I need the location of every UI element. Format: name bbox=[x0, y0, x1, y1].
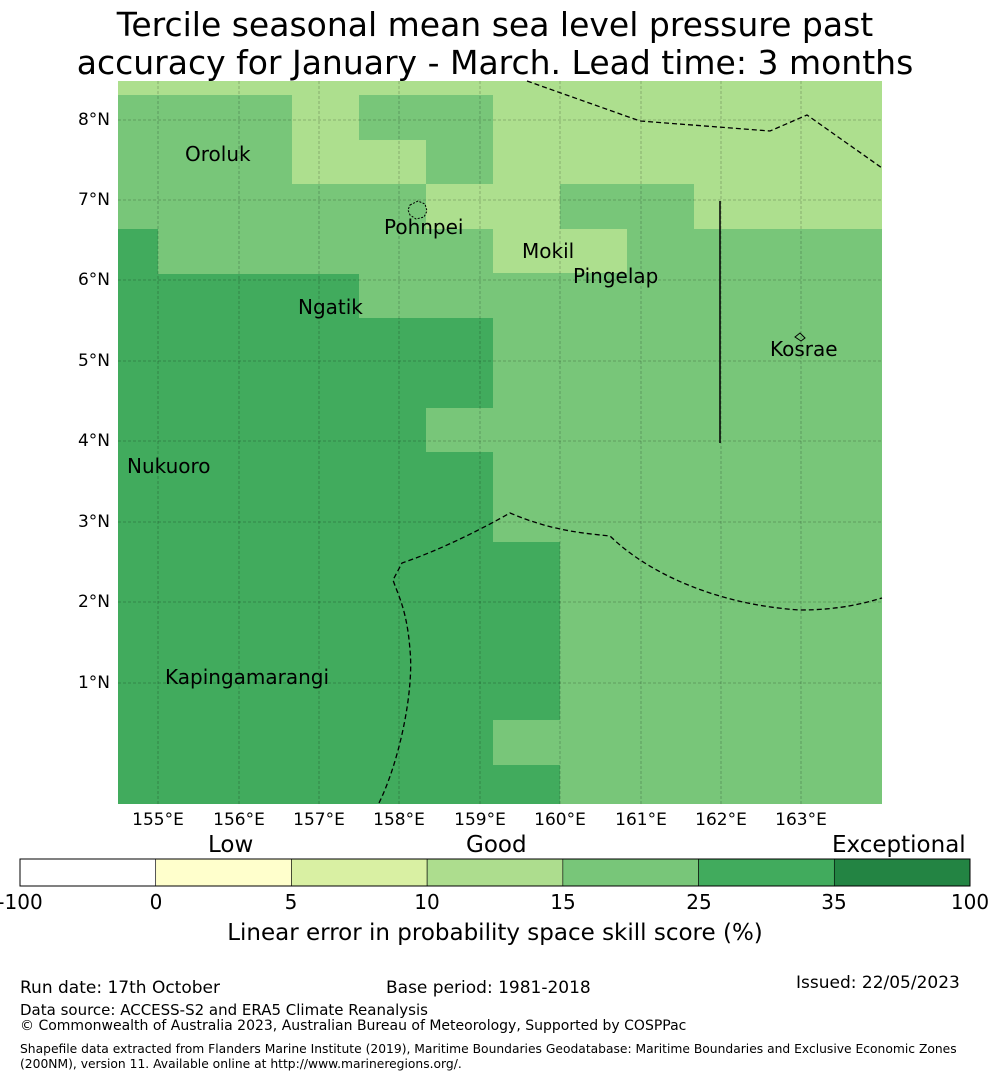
lat-label-7n: 7°N bbox=[77, 190, 110, 210]
lon-label-160e: 160°E bbox=[534, 810, 586, 830]
colorbar-tick: 0 bbox=[149, 890, 163, 914]
colorbar-tick: 10 bbox=[414, 890, 440, 914]
lon-label-157e: 157°E bbox=[293, 810, 345, 830]
lat-label-3n: 3°N bbox=[77, 512, 110, 532]
lon-label-155e: 155°E bbox=[132, 810, 184, 830]
lon-label-161e: 161°E bbox=[615, 810, 667, 830]
data-source: Data source: ACCESS-S2 and ERA5 Climate … bbox=[20, 1001, 428, 1019]
lon-label-156e: 156°E bbox=[213, 810, 265, 830]
colorbar-segment bbox=[291, 858, 428, 887]
colorbar-tick: 100 bbox=[950, 890, 990, 914]
place-label-oroluk: Oroluk bbox=[185, 142, 251, 166]
skill-region bbox=[426, 95, 882, 273]
place-label-mokil: Mokil bbox=[522, 239, 575, 263]
skill-region bbox=[118, 229, 560, 804]
title-line-2: accuracy for January - March. Lead time:… bbox=[76, 43, 914, 82]
shapefile-credit-line-1: Shapefile data extracted from Flanders M… bbox=[20, 1042, 957, 1056]
skill-cells bbox=[118, 81, 882, 804]
lat-label-2n: 2°N bbox=[77, 592, 110, 612]
kosrae-island bbox=[794, 332, 806, 342]
base-period: Base period: 1981-2018 bbox=[386, 978, 591, 998]
lat-label-6n: 6°N bbox=[77, 270, 110, 290]
colorbar-tick: -100 bbox=[0, 890, 43, 914]
colorbar-segment bbox=[19, 858, 157, 887]
shapefile-credit-line-2: (200NM), version 11. Available online at… bbox=[20, 1057, 462, 1071]
colorbar-tick: 35 bbox=[821, 890, 847, 914]
issued-date: Issued: 22/05/2023 bbox=[796, 973, 960, 993]
colorbar-category-good: Good bbox=[466, 832, 527, 858]
place-label-kosrae: Kosrae bbox=[770, 337, 838, 361]
place-label-nukuoro: Nukuoro bbox=[127, 454, 211, 478]
colorbar-segment bbox=[426, 858, 564, 887]
colorbar-title: Linear error in probability space skill … bbox=[227, 920, 763, 946]
lat-label-5n: 5°N bbox=[77, 351, 110, 371]
skill-region bbox=[292, 95, 426, 184]
colorbar-category-exceptional: Exceptional bbox=[832, 832, 966, 858]
title-line-1: Tercile seasonal mean sea level pressure… bbox=[116, 5, 874, 44]
lon-label-163e: 163°E bbox=[775, 810, 827, 830]
colorbar-tick: 25 bbox=[686, 890, 712, 914]
chart-title: Tercile seasonal mean sea level pressure… bbox=[0, 6, 990, 82]
colorbar bbox=[19, 858, 971, 887]
lon-label-159e: 159°E bbox=[454, 810, 506, 830]
lat-label-8n: 8°N bbox=[77, 110, 110, 130]
copyright: © Commonwealth of Australia 2023, Austra… bbox=[20, 1018, 687, 1034]
colorbar-frame bbox=[19, 858, 971, 887]
colorbar-segment bbox=[698, 858, 835, 887]
lon-label-158e: 158°E bbox=[373, 810, 425, 830]
place-label-pohnpei: Pohnpei bbox=[384, 215, 464, 239]
skill-region bbox=[118, 81, 882, 95]
colorbar-segment bbox=[562, 858, 699, 887]
place-label-ngatik: Ngatik bbox=[298, 295, 363, 319]
colorbar-tick: 15 bbox=[550, 890, 576, 914]
pohnpei-island bbox=[407, 200, 428, 220]
colorbar-category-low: Low bbox=[208, 832, 254, 858]
lon-label-162e: 162°E bbox=[695, 810, 747, 830]
skill-region bbox=[493, 720, 560, 765]
island-outlines bbox=[407, 200, 806, 342]
colorbar-segment bbox=[155, 858, 292, 887]
eez-boundaries bbox=[378, 80, 883, 804]
colorbar-segment bbox=[833, 858, 971, 887]
lat-label-1n: 1°N bbox=[77, 673, 110, 693]
gridlines bbox=[118, 81, 882, 804]
eez-boundary-north bbox=[526, 80, 883, 169]
place-label-pingelap: Pingelap bbox=[573, 264, 659, 288]
colorbar-tick: 5 bbox=[284, 890, 298, 914]
place-label-kapingamarangi: Kapingamarangi bbox=[165, 665, 330, 689]
run-date: Run date: 17th October bbox=[20, 978, 220, 998]
eez-boundary-south bbox=[378, 512, 883, 804]
lat-label-4n: 4°N bbox=[77, 431, 110, 451]
